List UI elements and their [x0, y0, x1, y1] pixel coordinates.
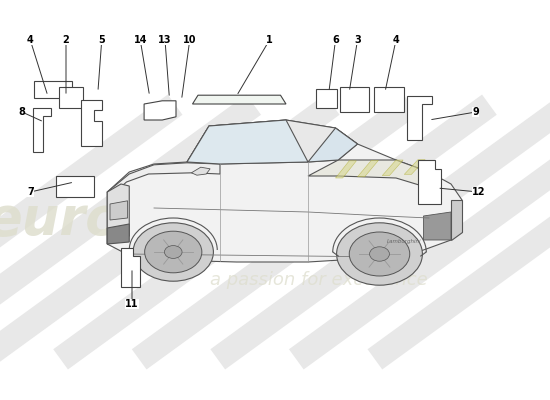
Polygon shape	[107, 224, 129, 244]
Text: 4: 4	[27, 35, 34, 45]
Text: 9: 9	[472, 107, 479, 117]
Polygon shape	[418, 160, 441, 204]
Polygon shape	[358, 160, 378, 177]
Polygon shape	[33, 108, 51, 152]
Polygon shape	[107, 184, 129, 244]
Text: 2: 2	[63, 35, 69, 45]
Bar	[316, 89, 337, 108]
Polygon shape	[336, 161, 356, 178]
Polygon shape	[107, 120, 462, 262]
Text: 7: 7	[27, 187, 34, 197]
Text: 10: 10	[183, 35, 196, 45]
Circle shape	[337, 223, 422, 285]
Circle shape	[349, 232, 410, 276]
Bar	[59, 87, 82, 108]
Text: a passion for excellence: a passion for excellence	[210, 271, 428, 289]
Polygon shape	[192, 95, 286, 104]
Circle shape	[133, 223, 213, 281]
Bar	[340, 87, 368, 112]
Text: 8: 8	[19, 107, 25, 117]
Polygon shape	[187, 120, 308, 164]
Polygon shape	[187, 120, 358, 164]
Text: 6: 6	[332, 35, 339, 45]
Polygon shape	[121, 248, 140, 287]
Text: Lamborghini: Lamborghini	[387, 240, 421, 244]
Polygon shape	[404, 160, 425, 174]
Text: 1: 1	[266, 35, 273, 45]
Polygon shape	[144, 101, 176, 120]
Text: 13: 13	[158, 35, 172, 45]
Text: 14: 14	[134, 35, 147, 45]
Text: 5: 5	[98, 35, 105, 45]
Circle shape	[164, 246, 182, 258]
Polygon shape	[110, 201, 128, 220]
Bar	[34, 81, 72, 98]
Polygon shape	[424, 212, 451, 240]
Polygon shape	[81, 100, 102, 146]
Polygon shape	[382, 160, 403, 176]
Polygon shape	[191, 167, 210, 175]
Text: 11: 11	[125, 299, 139, 309]
Bar	[374, 87, 404, 112]
Polygon shape	[308, 160, 429, 188]
Polygon shape	[407, 96, 432, 140]
Polygon shape	[308, 128, 358, 162]
Text: euroricambi: euroricambi	[0, 194, 344, 246]
Text: 4: 4	[393, 35, 399, 45]
Polygon shape	[451, 200, 462, 240]
Text: 3: 3	[354, 35, 361, 45]
Polygon shape	[107, 163, 220, 197]
Circle shape	[370, 247, 389, 261]
Text: 12: 12	[472, 187, 485, 197]
Circle shape	[145, 231, 202, 273]
Bar	[56, 176, 94, 197]
